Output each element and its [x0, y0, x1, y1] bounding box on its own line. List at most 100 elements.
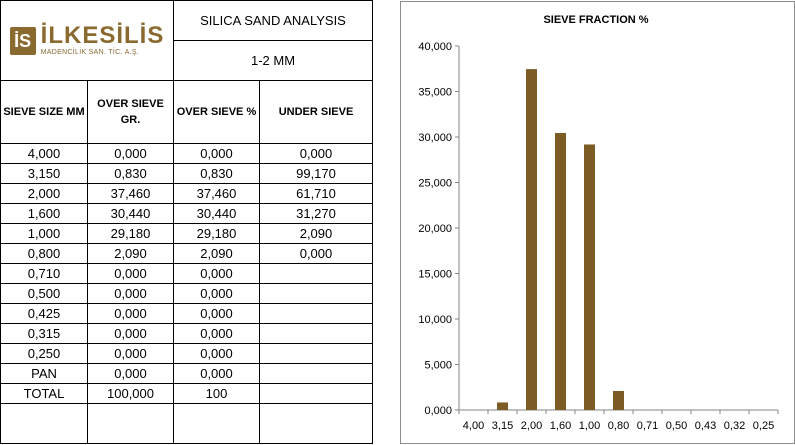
chart-bar — [613, 390, 624, 410]
over-sieve-gr-cell: 0,000 — [87, 303, 174, 324]
analysis-sheet: İS İLKESİLİS MADENCİLİK SAN. TİC. A.Ş. S… — [0, 0, 373, 445]
sieve-size-cell: 2,000 — [0, 183, 88, 204]
over-sieve-pct-cell: 29,180 — [173, 223, 260, 244]
under-sieve-cell — [259, 283, 373, 304]
under-sieve-cell — [259, 303, 373, 324]
over-sieve-gr-cell: 0,830 — [87, 163, 174, 184]
table-row: 4,000 0,000 0,000 0,000 — [0, 143, 373, 164]
over-sieve-gr-cell: 0,000 — [87, 323, 174, 344]
x-tick-label: 1,60 — [550, 420, 571, 432]
y-tick-label: 40,000 — [418, 41, 452, 53]
y-tick-label: 0,000 — [424, 405, 452, 417]
chart-bar — [555, 132, 566, 410]
sieve-size-cell: 0,710 — [0, 263, 88, 284]
under-sieve-cell: 99,170 — [259, 163, 373, 184]
sieve-size-cell: 0,425 — [0, 303, 88, 324]
empty-cell — [0, 403, 88, 444]
x-tick-label: 3,15 — [492, 420, 513, 432]
y-tick-label: 15,000 — [418, 269, 452, 281]
under-sieve-cell: 61,710 — [259, 183, 373, 204]
over-sieve-pct-cell: 0,000 — [173, 363, 260, 384]
y-tick-label: 35,000 — [418, 87, 452, 99]
empty-cell — [259, 403, 373, 444]
over-sieve-pct-cell: 37,460 — [173, 183, 260, 204]
under-sieve-cell — [259, 263, 373, 284]
table-row: 2,000 37,460 37,460 61,710 — [0, 183, 373, 204]
size-range: 1-2 MM — [173, 40, 373, 81]
over-sieve-gr-cell: 0,000 — [87, 283, 174, 304]
under-sieve-cell — [259, 383, 373, 404]
x-tick-label: 1,00 — [579, 420, 600, 432]
under-sieve-cell: 0,000 — [259, 143, 373, 164]
y-tick-label: 10,000 — [418, 314, 452, 326]
over-sieve-pct-cell: 0,830 — [173, 163, 260, 184]
x-tick-label: 0,71 — [637, 420, 658, 432]
chart-canvas: SIEVE FRACTION % 0,000 5,000 10,000 15,000 20… — [418, 14, 779, 432]
sieve-size-cell: 0,250 — [0, 343, 88, 364]
header-sieve-size: SIEVE SIZE MM — [0, 80, 88, 144]
table-row: 0,250 0,000 0,000 — [0, 343, 373, 364]
chart-title: SIEVE FRACTION % — [543, 14, 648, 26]
table-row: 0,800 2,090 2,090 0,000 — [0, 243, 373, 264]
sieve-size-cell: 0,800 — [0, 243, 88, 264]
under-sieve-cell: 2,090 — [259, 223, 373, 244]
under-sieve-cell — [259, 343, 373, 364]
header-over-sieve-gr: OVER SIEVE GR. — [87, 80, 174, 144]
table-row: 0,710 0,000 0,000 — [0, 263, 373, 284]
table-row: 0,315 0,000 0,000 — [0, 323, 373, 344]
over-sieve-gr-cell: 0,000 — [87, 143, 174, 164]
sieve-size-cell: TOTAL — [0, 383, 88, 404]
y-tick-label: 5,000 — [424, 360, 452, 372]
y-tick-label: 20,000 — [418, 223, 452, 235]
sieve-size-cell: 1,600 — [0, 203, 88, 224]
over-sieve-gr-cell: 0,000 — [87, 263, 174, 284]
over-sieve-pct-cell: 0,000 — [173, 323, 260, 344]
table-row: 0,425 0,000 0,000 — [0, 303, 373, 324]
over-sieve-pct-cell: 100 — [173, 383, 260, 404]
over-sieve-gr-cell: 37,460 — [87, 183, 174, 204]
company-subtitle: MADENCİLİK SAN. TİC. A.Ş. — [40, 49, 140, 56]
sieve-size-cell: PAN — [0, 363, 88, 384]
over-sieve-pct-cell: 0,000 — [173, 303, 260, 324]
table-row: 1,600 30,440 30,440 31,270 — [0, 203, 373, 224]
y-tick-label: 25,000 — [418, 178, 452, 190]
under-sieve-cell: 31,270 — [259, 203, 373, 224]
over-sieve-gr-cell: 30,440 — [87, 203, 174, 224]
over-sieve-gr-cell: 29,180 — [87, 223, 174, 244]
sieve-size-cell: 3,150 — [0, 163, 88, 184]
x-tick-label: 0,25 — [753, 420, 774, 432]
over-sieve-gr-cell: 0,000 — [87, 343, 174, 364]
over-sieve-pct-cell: 0,000 — [173, 283, 260, 304]
company-name: İLKESİLİS — [40, 22, 165, 49]
company-logo: İS İLKESİLİS MADENCİLİK SAN. TİC. A.Ş. — [2, 22, 173, 57]
sieve-size-cell: 0,500 — [0, 283, 88, 304]
table-row: PAN 0,000 0,000 — [0, 363, 373, 384]
over-sieve-pct-cell: 0,000 — [173, 343, 260, 364]
x-tick-label: 0,50 — [666, 420, 687, 432]
x-tick-label: 4,00 — [463, 420, 484, 432]
empty-cell — [173, 403, 260, 444]
x-tick-label: 0,80 — [608, 420, 629, 432]
x-tick-label: 0,32 — [724, 420, 745, 432]
chart-bar — [497, 402, 508, 410]
sieve-fraction-chart: SIEVE FRACTION % 0,000 5,000 10,000 15,000 20… — [400, 1, 795, 444]
over-sieve-gr-cell: 0,000 — [87, 363, 174, 384]
sieve-size-cell: 0,315 — [0, 323, 88, 344]
empty-cell — [87, 403, 174, 444]
under-sieve-cell — [259, 323, 373, 344]
over-sieve-pct-cell: 0,000 — [173, 263, 260, 284]
sieve-size-cell: 4,000 — [0, 143, 88, 164]
header-over-sieve-pct: OVER SIEVE % — [173, 80, 260, 144]
table-row: 0,500 0,000 0,000 — [0, 283, 373, 304]
table-row: 3,150 0,830 0,830 99,170 — [0, 163, 373, 184]
over-sieve-pct-cell: 30,440 — [173, 203, 260, 224]
under-sieve-cell — [259, 363, 373, 384]
analysis-table: İS İLKESİLİS MADENCİLİK SAN. TİC. A.Ş. S… — [0, 0, 373, 444]
header-under-sieve: UNDER SIEVE — [259, 80, 373, 144]
over-sieve-gr-cell: 100,000 — [87, 383, 174, 404]
sieve-size-cell: 1,000 — [0, 223, 88, 244]
under-sieve-cell: 0,000 — [259, 243, 373, 264]
over-sieve-pct-cell: 2,090 — [173, 243, 260, 264]
y-tick-label: 30,000 — [418, 132, 452, 144]
chart-bar — [584, 144, 595, 410]
